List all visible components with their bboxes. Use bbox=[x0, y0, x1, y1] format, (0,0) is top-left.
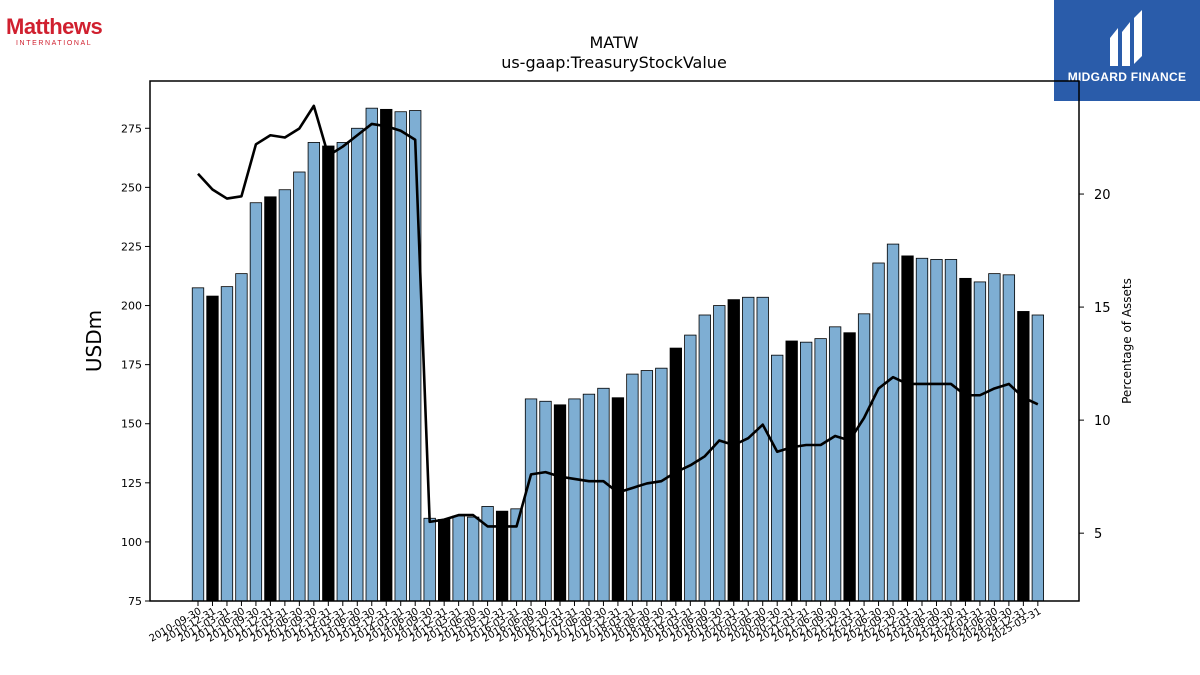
bar-2021-12-31 bbox=[843, 332, 856, 602]
bar-2014-09-30 bbox=[423, 517, 436, 602]
bar-2024-09-30 bbox=[1002, 274, 1016, 602]
bar-2020-06-30 bbox=[756, 296, 769, 602]
bar-2023-12-31 bbox=[959, 277, 972, 602]
bar-2014-03-31 bbox=[394, 111, 407, 602]
bar-2024-12-31 bbox=[1017, 311, 1030, 602]
chart-subtitle: us-gaap:TreasuryStockValue bbox=[501, 53, 727, 72]
bar-2023-09-30 bbox=[944, 259, 958, 602]
bar-2022-06-30 bbox=[872, 262, 885, 602]
bar-2014-12-31 bbox=[438, 519, 451, 602]
bar-2011-06-30 bbox=[235, 273, 248, 602]
bar-2022-09-30 bbox=[886, 243, 900, 602]
y-tick-label: 225 bbox=[121, 240, 142, 253]
matthews-logo: Matthews INTERNATIONAL bbox=[6, 14, 116, 54]
y2-tick-label: 5 bbox=[1094, 527, 1102, 542]
bar-2019-09-30 bbox=[713, 305, 726, 602]
bar-2015-03-31 bbox=[452, 515, 465, 602]
bar-2010-12-31 bbox=[206, 295, 219, 602]
bar-2015-09-30 bbox=[481, 506, 494, 602]
bar-2011-12-31 bbox=[264, 196, 277, 602]
y-tick-label: 75 bbox=[128, 595, 142, 608]
bar-2024-06-30 bbox=[988, 273, 1001, 602]
bar-2022-03-31 bbox=[857, 313, 871, 602]
bar-2015-06-30 bbox=[466, 516, 480, 602]
y-tick-label: 150 bbox=[121, 418, 142, 431]
y2-axis-label: Percentage of Assets bbox=[1120, 278, 1134, 404]
bar-2017-03-31 bbox=[568, 398, 581, 602]
bar-2018-09-30 bbox=[655, 367, 668, 602]
bar-2010-09-30 bbox=[191, 287, 205, 602]
bar-2016-06-30 bbox=[524, 398, 538, 602]
bar-2021-03-31 bbox=[800, 341, 813, 602]
bar-2016-09-30 bbox=[539, 400, 552, 602]
y2-tick-label: 10 bbox=[1094, 414, 1111, 429]
y-tick-label: 100 bbox=[121, 536, 142, 549]
bar-2016-12-31 bbox=[553, 404, 567, 602]
bar-2021-06-30 bbox=[814, 338, 827, 602]
y2-axis: 5 10 15 20 bbox=[1079, 188, 1111, 542]
bar-2021-09-30 bbox=[828, 326, 842, 602]
bar-2011-03-31 bbox=[220, 286, 234, 602]
matthews-logo-brand: Matthews bbox=[6, 14, 103, 39]
bar-2024-03-31 bbox=[973, 281, 987, 602]
bar-2020-12-31 bbox=[785, 340, 798, 602]
bar-2012-09-30 bbox=[307, 142, 320, 602]
bar-2020-09-30 bbox=[771, 354, 784, 602]
y-axis: 75 100 125 150 175 200 225 250 275 bbox=[121, 122, 150, 608]
bar-2023-06-30 bbox=[930, 259, 943, 602]
bar-2011-09-30 bbox=[249, 202, 263, 602]
y-tick-label: 175 bbox=[121, 359, 142, 372]
bar-2019-12-31 bbox=[727, 299, 740, 602]
midgard-logo-text: MIDGARD FINANCE bbox=[1067, 70, 1187, 84]
y2-tick-label: 15 bbox=[1094, 301, 1111, 316]
bar-2013-09-30 bbox=[365, 107, 378, 602]
bar-2017-09-30 bbox=[597, 387, 610, 602]
x-axis: 2010-09-302010-12-312011-03-312011-06-30… bbox=[148, 601, 1043, 645]
bar-2013-03-31 bbox=[336, 142, 349, 602]
y2-tick-label: 20 bbox=[1094, 188, 1111, 203]
bar-2017-12-31 bbox=[611, 397, 625, 602]
bar-2014-06-30 bbox=[409, 110, 422, 602]
bar-2013-12-31 bbox=[380, 108, 393, 602]
y-tick-label: 125 bbox=[121, 477, 142, 490]
bar-2013-06-30 bbox=[351, 127, 364, 602]
bar-2022-12-31 bbox=[901, 255, 914, 602]
bar-2023-03-31 bbox=[915, 257, 929, 602]
plot-frame bbox=[149, 80, 1080, 602]
matthews-logo-sub: INTERNATIONAL bbox=[16, 40, 93, 47]
bar-2017-06-30 bbox=[582, 393, 596, 602]
line-group bbox=[197, 104, 1039, 528]
y-tick-label: 250 bbox=[121, 181, 142, 194]
bar-2012-12-31 bbox=[322, 145, 335, 602]
y-tick-label: 275 bbox=[121, 122, 142, 135]
chart-title: MATW bbox=[589, 33, 638, 52]
y-tick-label: 200 bbox=[121, 300, 142, 313]
bar-2012-03-31 bbox=[278, 189, 292, 602]
bar-2015-12-31 bbox=[495, 510, 509, 602]
y-axis-label: USDm bbox=[82, 310, 106, 372]
bar-2020-03-31 bbox=[742, 296, 755, 602]
bars-group bbox=[191, 107, 1044, 602]
bar-2012-06-30 bbox=[293, 171, 306, 602]
pct-of-assets-line bbox=[197, 104, 1039, 528]
midgard-logo-mark-icon bbox=[1110, 10, 1142, 66]
bar-2025-03-31 bbox=[1031, 314, 1044, 602]
